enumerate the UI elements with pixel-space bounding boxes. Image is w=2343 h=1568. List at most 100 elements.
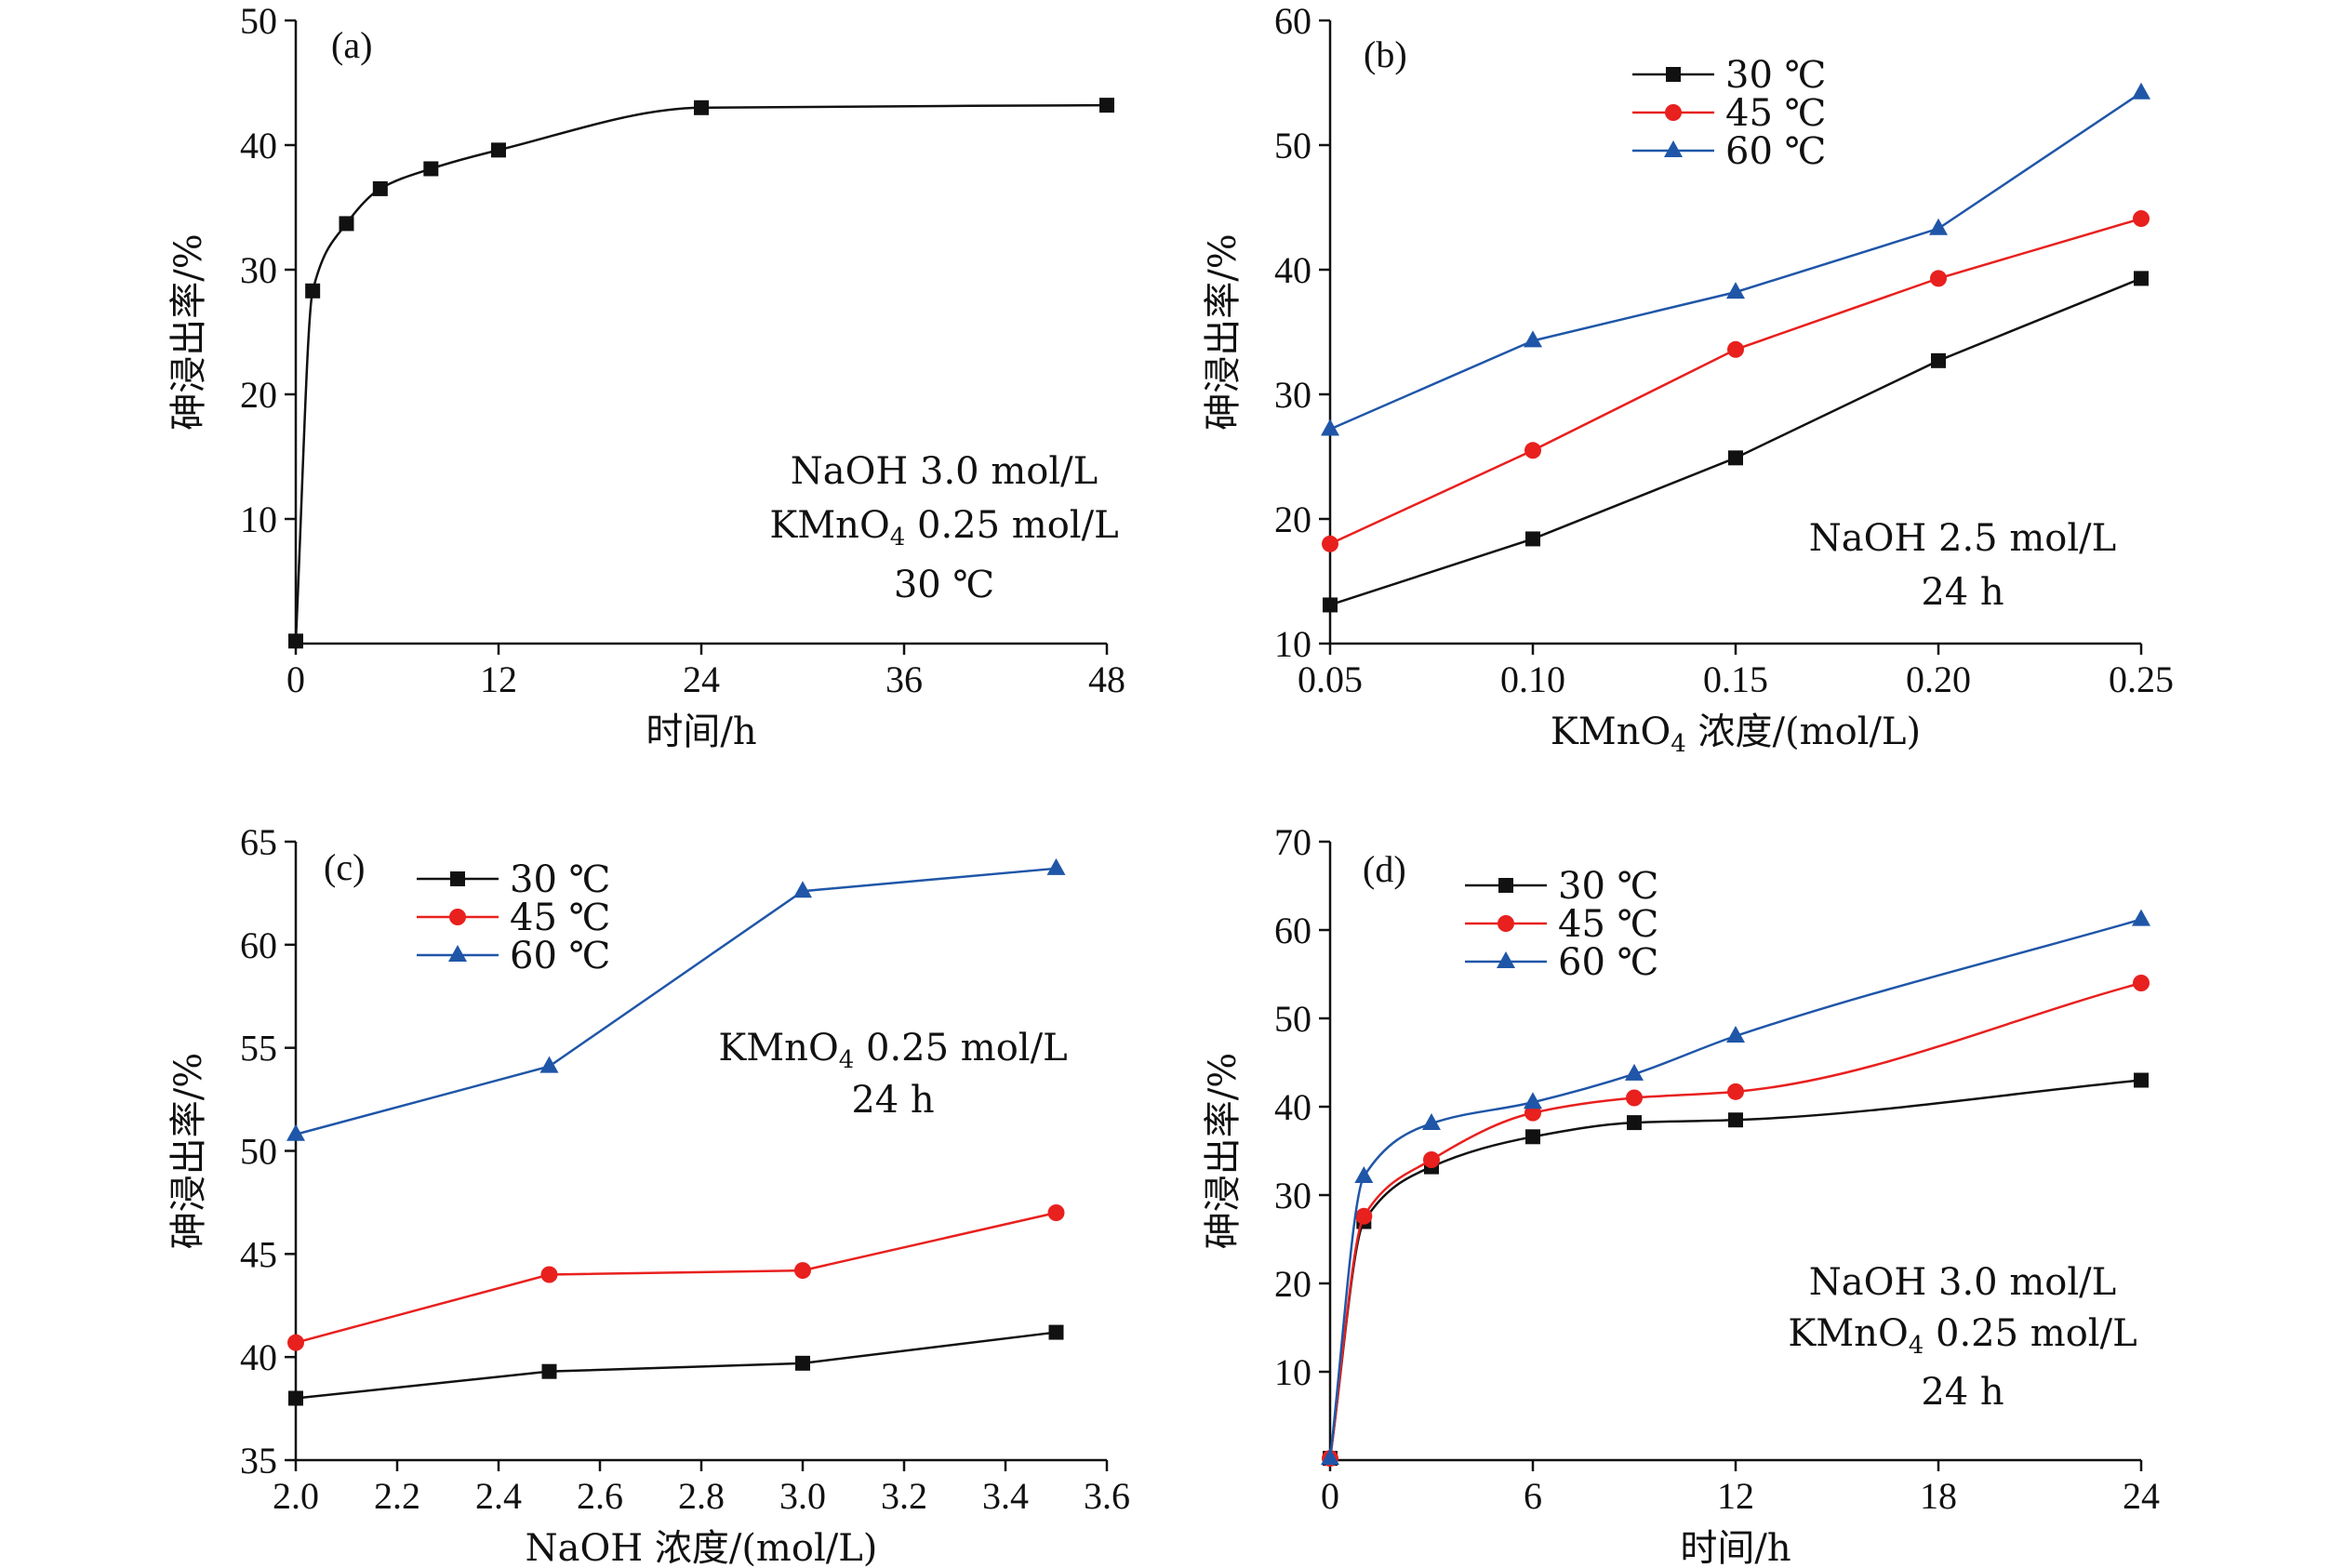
y-tick-label: 50 — [240, 1131, 277, 1173]
data-point — [1322, 535, 1338, 552]
data-point — [1355, 1207, 1373, 1225]
y-tick-label: 50 — [240, 0, 277, 42]
x-tick-label: 0 — [1321, 1475, 1339, 1517]
data-point — [1626, 1089, 1643, 1107]
data-point — [541, 1363, 557, 1379]
legend-label: 30 ℃ — [1558, 865, 1658, 908]
data-point — [794, 1262, 811, 1280]
legend-label: 45 ℃ — [1725, 92, 1826, 135]
series-line — [294, 103, 1108, 642]
data-point — [1422, 1113, 1441, 1131]
x-tick-label: 0 — [286, 658, 305, 700]
data-point — [1727, 340, 1744, 358]
x-axis-title: 时间/h — [646, 711, 756, 753]
legend-label: 30 ℃ — [1725, 54, 1826, 97]
data-point — [1525, 531, 1540, 547]
y-tick-label: 30 — [1274, 1175, 1311, 1216]
y-tick-label: 40 — [240, 1336, 277, 1378]
condition-annotation: NaOH 2.5 mol/L — [1809, 517, 2116, 560]
x-tick-label: 6 — [1524, 1475, 1542, 1517]
y-tick-label: 55 — [240, 1028, 277, 1070]
legend-marker — [449, 909, 466, 925]
x-axis-title: KMnO4 浓度/(mol/L) — [1551, 711, 1921, 758]
data-point — [287, 1334, 304, 1351]
condition-annotation: 24 h — [851, 1079, 934, 1122]
data-point — [491, 142, 506, 158]
legend-label: 60 ℃ — [510, 935, 610, 977]
y-tick-label: 30 — [1274, 374, 1311, 416]
data-point — [1726, 1026, 1745, 1043]
condition-annotation: KMnO4 0.25 mol/L — [1788, 1312, 2137, 1360]
series-line — [1329, 217, 2142, 545]
data-point — [1929, 218, 1948, 235]
data-point — [1728, 1112, 1743, 1128]
y-tick-label: 45 — [240, 1233, 277, 1275]
data-point — [1524, 442, 1541, 459]
y-tick-label: 40 — [1274, 249, 1311, 291]
data-point — [288, 1390, 303, 1406]
y-tick-label: 10 — [1274, 623, 1311, 665]
data-point — [288, 633, 303, 649]
legend: 30 ℃45 ℃60 ℃ — [1465, 865, 1658, 984]
legend-label: 45 ℃ — [510, 897, 610, 939]
x-tick-label: 0.25 — [2109, 658, 2174, 700]
data-point — [2133, 975, 2150, 991]
data-point — [1524, 1092, 1542, 1110]
data-point — [694, 100, 709, 115]
data-point — [540, 1266, 558, 1283]
condition-annotation: NaOH 3.0 mol/L — [791, 450, 1098, 493]
legend-label: 30 ℃ — [510, 858, 610, 901]
legend-marker — [1666, 67, 1681, 82]
series-60C — [1321, 909, 2150, 1466]
x-tick-label: 3.2 — [881, 1475, 927, 1517]
series-line — [1328, 981, 2142, 1459]
data-point — [1323, 597, 1338, 613]
x-tick-label: 24 — [683, 658, 720, 700]
y-tick-label: 60 — [1274, 910, 1311, 951]
legend-label: 45 ℃ — [1558, 903, 1658, 946]
data-point — [1930, 270, 1947, 287]
x-tick-label: 2.2 — [374, 1475, 420, 1517]
condition-annotation: KMnO4 0.25 mol/L — [718, 1027, 1067, 1074]
data-point — [1931, 352, 1946, 368]
y-axis-title: 砷浸出率/% — [1202, 233, 1245, 430]
series-45C — [1322, 210, 2150, 552]
x-tick-label: 48 — [1088, 658, 1125, 700]
y-tick-label: 20 — [240, 374, 277, 416]
data-point — [1726, 282, 1745, 299]
series-45C — [287, 1204, 1065, 1351]
data-point — [2132, 909, 2150, 926]
x-tick-label: 0.20 — [1906, 658, 1971, 700]
legend-label: 60 ℃ — [1725, 130, 1826, 173]
y-tick-label: 60 — [240, 924, 277, 966]
data-point — [1321, 1448, 1339, 1466]
data-point — [1354, 1166, 1374, 1184]
panel-label: (d) — [1363, 848, 1406, 890]
y-tick-label: 35 — [240, 1440, 277, 1482]
legend-marker — [1664, 140, 1683, 157]
x-tick-label: 3.4 — [982, 1475, 1029, 1517]
panel-label: (a) — [331, 24, 372, 66]
panel-label: (c) — [324, 846, 365, 888]
data-point — [795, 1355, 810, 1371]
y-tick-label: 40 — [240, 125, 277, 166]
y-tick-label: 50 — [1274, 125, 1311, 166]
x-tick-label: 2.6 — [577, 1475, 623, 1517]
condition-annotation: NaOH 3.0 mol/L — [1809, 1261, 2116, 1304]
x-tick-label: 3.0 — [779, 1475, 826, 1517]
legend-marker — [1497, 951, 1515, 968]
data-point — [2132, 82, 2150, 100]
x-tick-label: 2.4 — [475, 1475, 522, 1517]
panel-a: 0 12 24 36 48 10 20 30 40 50 时间/h 砷浸出率/% (a) NaOH 3.0… — [167, 0, 1125, 753]
series-45C — [1322, 975, 2150, 1468]
data-point — [1046, 857, 1066, 875]
data-point — [1099, 98, 1114, 113]
x-tick-label: 12 — [1717, 1475, 1754, 1517]
y-tick-label: 10 — [1274, 1351, 1311, 1393]
data-point — [793, 881, 812, 898]
data-point — [1627, 1115, 1642, 1131]
panel-label: (b) — [1364, 33, 1407, 75]
series-line — [295, 1331, 1057, 1400]
data-point — [1625, 1063, 1644, 1081]
legend-marker — [1498, 878, 1513, 893]
